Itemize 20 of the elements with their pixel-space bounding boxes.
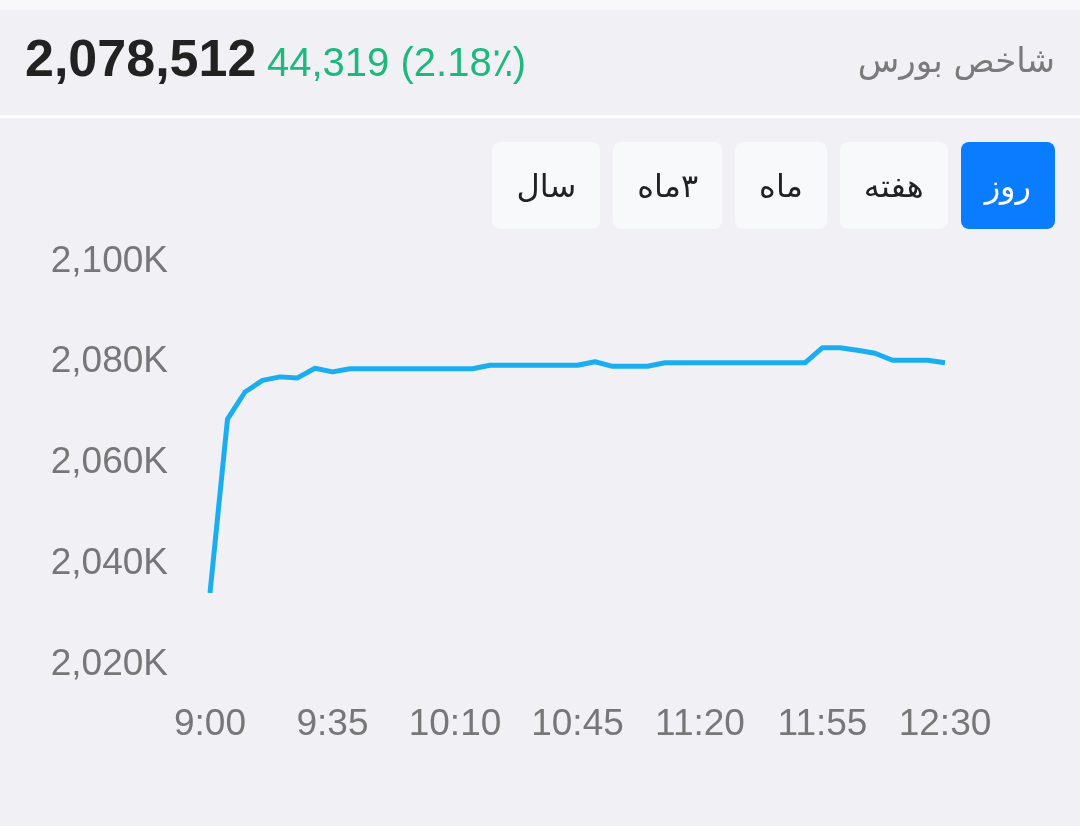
y-tick-label: 2,100K bbox=[50, 238, 169, 280]
tab-button[interactable]: سال bbox=[492, 142, 601, 229]
y-tick-label: 2,040K bbox=[50, 540, 169, 582]
y-tick-label: 2,080K bbox=[50, 339, 169, 381]
x-tick-label: 11:20 bbox=[655, 701, 745, 743]
x-tick-label: 9:35 bbox=[296, 701, 369, 743]
y-tick-label: 2,020K bbox=[50, 641, 169, 683]
y-tick-label: 2,060K bbox=[50, 440, 169, 481]
x-tick-label: 10:10 bbox=[408, 701, 502, 743]
tab-button[interactable]: ماه bbox=[735, 142, 827, 229]
text: 44,319 (2.18٪) bbox=[267, 40, 526, 84]
x-tick-label: 11:55 bbox=[777, 701, 868, 743]
tab-button[interactable]: ۳ماه bbox=[613, 142, 723, 229]
chart-subtitle: 2,078,512 bbox=[25, 29, 257, 87]
x-tick-label: 9:00 bbox=[173, 701, 247, 743]
chart-title: شاخص بورس bbox=[857, 40, 1055, 81]
x-tick-label: 10:45 bbox=[531, 701, 624, 743]
x-tick-label: 12:30 bbox=[898, 701, 992, 743]
tab-button[interactable]: روز bbox=[960, 142, 1055, 229]
tab-button[interactable]: هفته bbox=[839, 142, 948, 229]
